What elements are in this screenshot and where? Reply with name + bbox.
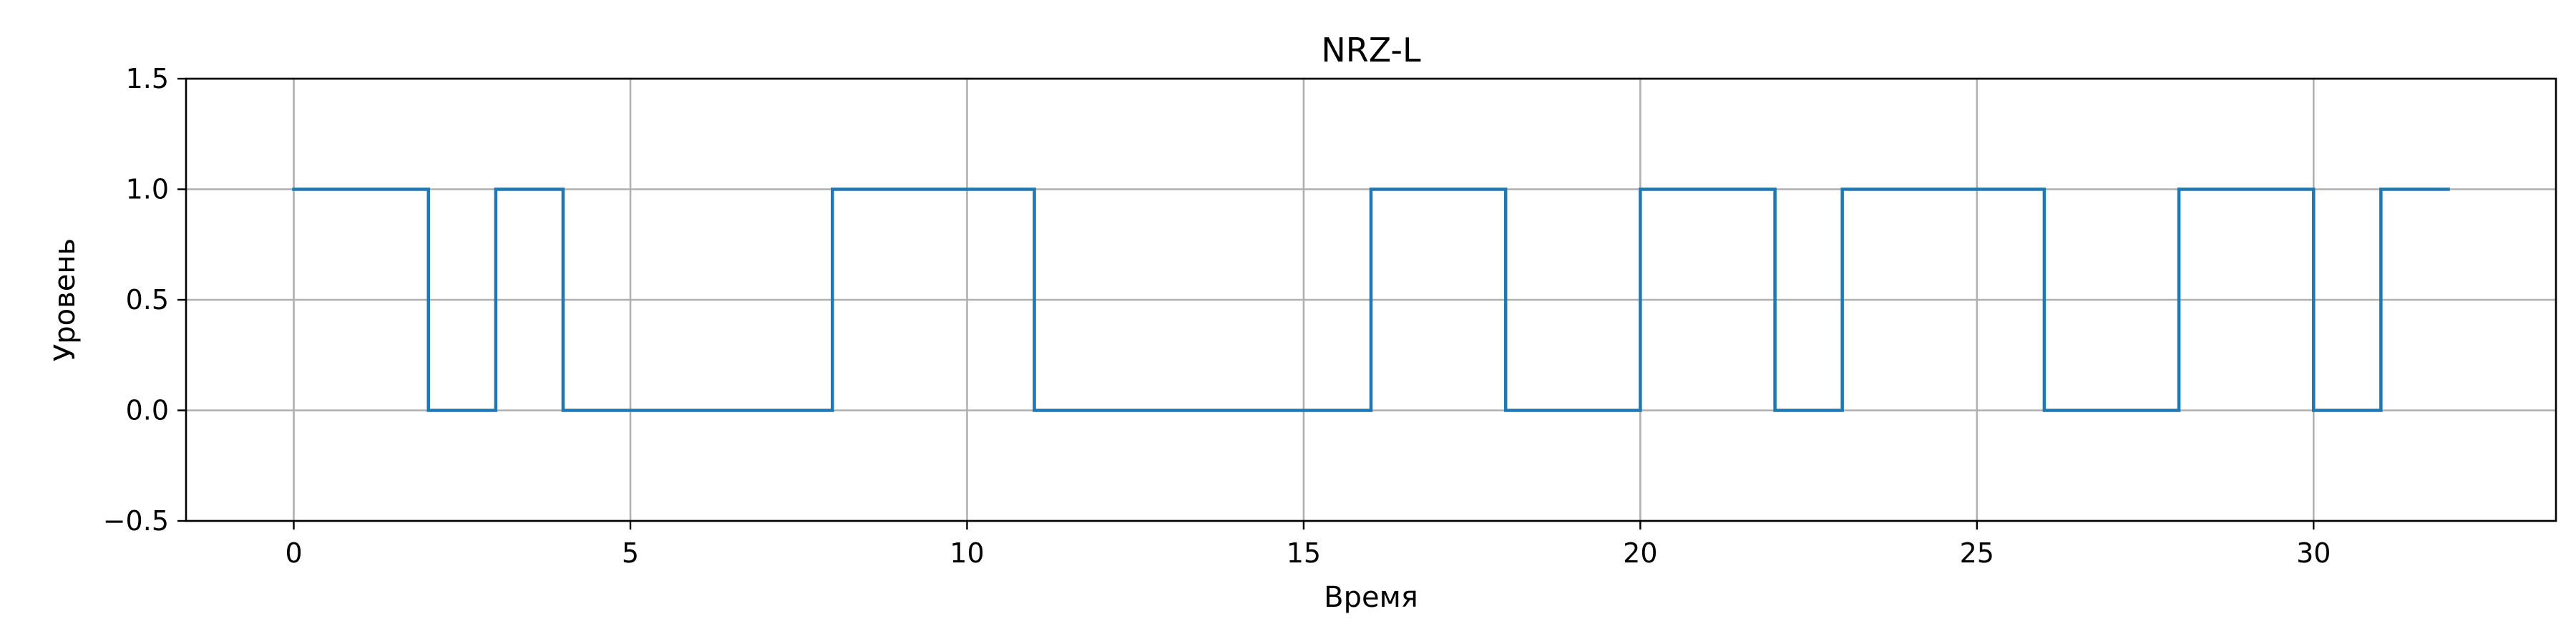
- x-tick-label: 10: [950, 537, 984, 569]
- y-tick-label: 0.0: [126, 395, 169, 426]
- y-tick-label: 0.5: [126, 284, 169, 316]
- x-tick-label: 5: [622, 537, 639, 569]
- series-layer: [292, 187, 2450, 412]
- chart-title: NRZ-L: [1321, 31, 1421, 69]
- nrz-signal-line: [292, 187, 2450, 412]
- ticks-layer: 0 5 10 15 20 25 30 −0.5 0.0 0.5 1.0 1.5: [103, 63, 2331, 569]
- y-tick-label: −0.5: [103, 505, 169, 537]
- x-tick-label: 30: [2296, 537, 2331, 569]
- x-tick-label: 15: [1287, 537, 1321, 569]
- x-tick-label: 20: [1623, 537, 1657, 569]
- x-tick-label: 0: [285, 537, 302, 569]
- x-axis-label: Время: [1324, 581, 1418, 614]
- y-tick-label: 1.5: [126, 63, 169, 94]
- y-axis-label: Уровень: [49, 238, 82, 361]
- x-tick-label: 25: [1960, 537, 1994, 569]
- y-tick-label: 1.0: [126, 174, 169, 205]
